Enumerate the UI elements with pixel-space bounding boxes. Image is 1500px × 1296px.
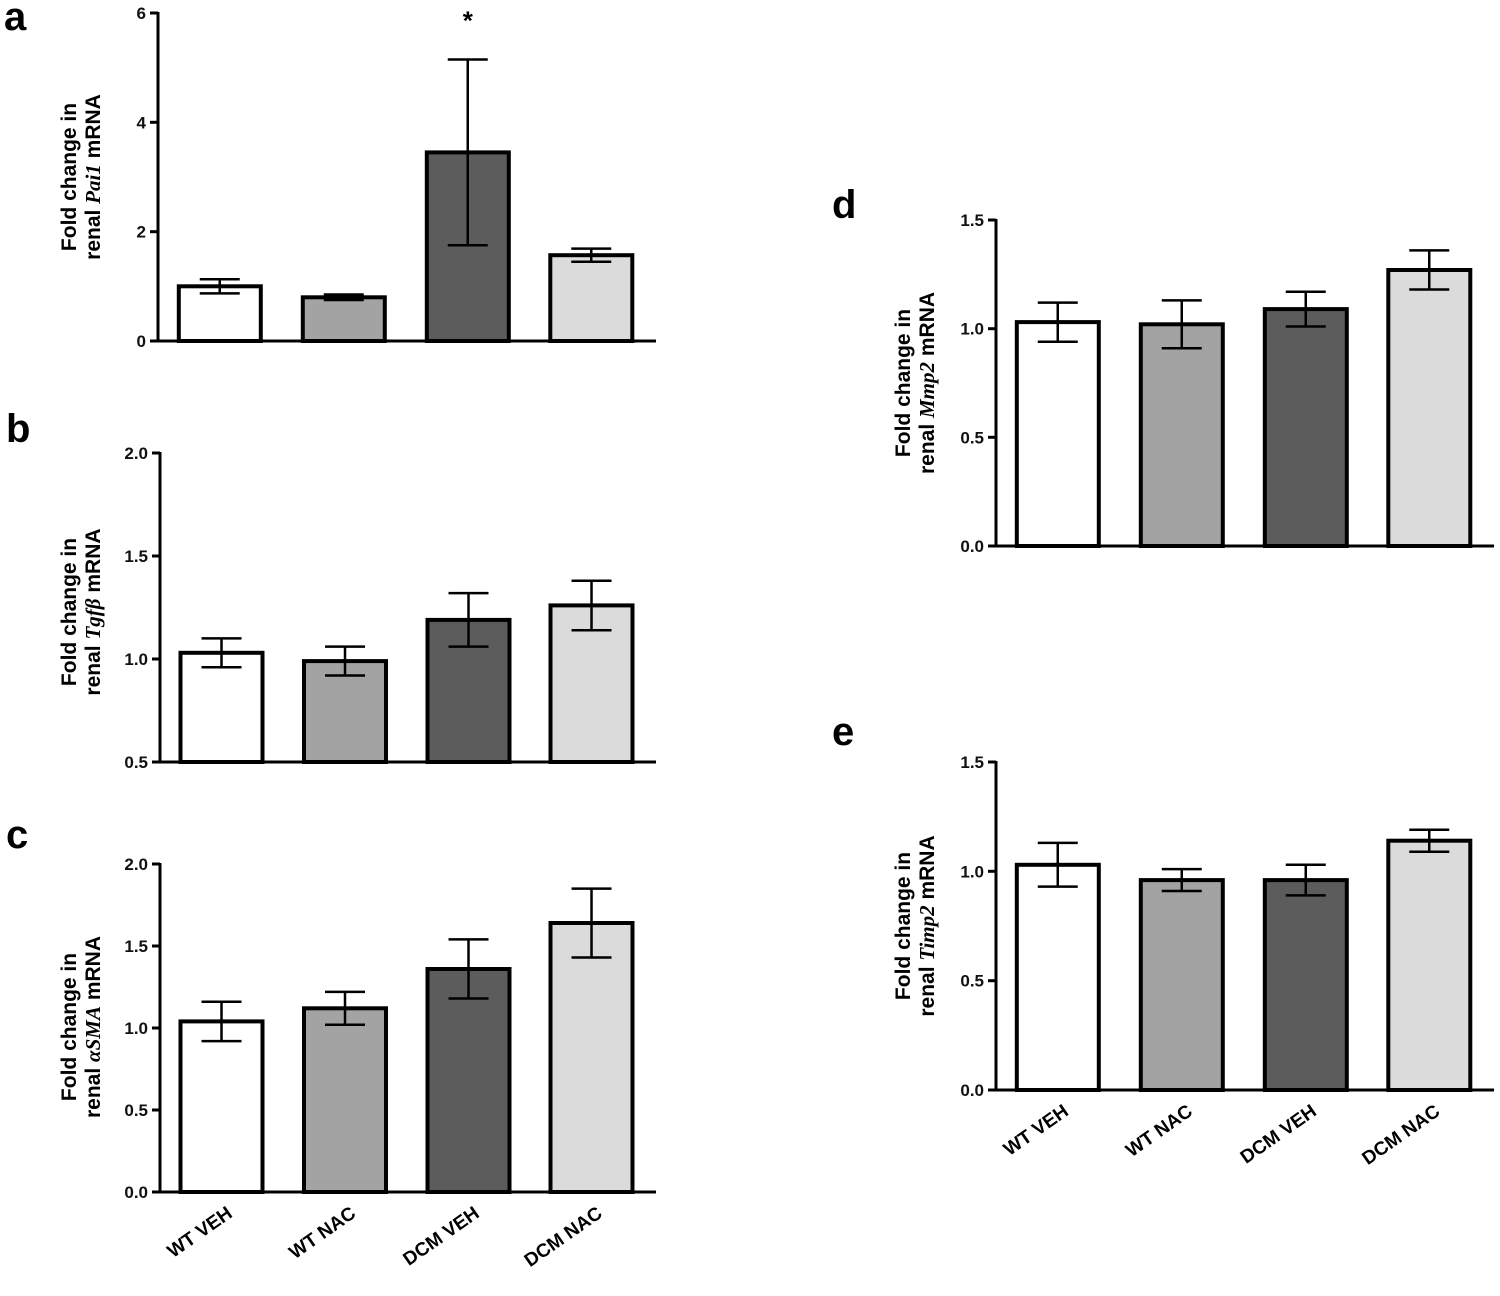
y-axis-label-line2: renal Mmp2 mRNA <box>915 292 939 474</box>
y-axis-label-gene: αSMA <box>81 1006 105 1062</box>
y-axis-label-gene: Pai1 <box>81 164 105 205</box>
panel-letter: d <box>832 183 856 227</box>
y-axis-label-line2: renal αSMA mRNA <box>81 936 105 1118</box>
y-axis-label-suffix: mRNA <box>82 936 105 1006</box>
x-tick-label-0: WT VEH <box>164 1203 237 1263</box>
y-axis-label-line1: Fold change in <box>892 852 915 1000</box>
y-axis-label-gene: Tgfβ <box>81 598 105 639</box>
y-axis-label: Fold change inrenal Tgfβ mRNA <box>58 528 105 695</box>
y-axis-label-suffix: mRNA <box>916 292 939 362</box>
chart-panel-b: b Fold change inrenal Tgfβ mRNA 0.5 1.0 1.5 2… <box>6 407 656 772</box>
bar-2 <box>425 967 512 1194</box>
y-tick-label: 0.5 <box>960 428 984 447</box>
y-axis-label-line1: Fold change in <box>58 103 81 251</box>
bar-1 <box>1138 878 1225 1092</box>
x-tick-label-2: DCM VEH <box>400 1203 484 1270</box>
chart-panel-e: e Fold change inrenal Timp2 mRNA 0.0 0.5 1.0… <box>832 710 1494 1170</box>
bar-3 <box>1386 838 1473 1093</box>
bar-0 <box>1014 862 1101 1092</box>
bar-3 <box>548 603 635 765</box>
bar-0 <box>178 1019 265 1195</box>
y-tick-label: 1.0 <box>124 650 148 669</box>
y-axis-label: Fold change inrenal Mmp2 mRNA <box>892 292 939 474</box>
y-tick-label: 2 <box>137 223 146 242</box>
bar-3 <box>1386 268 1473 548</box>
bar-2 <box>1262 307 1349 548</box>
x-tick-label-0: WT VEH <box>1000 1101 1073 1161</box>
y-axis-label-line1: Fold change in <box>58 538 81 686</box>
x-tick-label-3: DCM NAC <box>521 1203 607 1272</box>
y-tick-label: 1.5 <box>960 211 984 230</box>
y-tick-label: 0.5 <box>124 753 148 772</box>
bar-2 <box>1262 878 1349 1092</box>
y-tick-label: 0.5 <box>124 1101 148 1120</box>
y-tick-label: 0.0 <box>960 1081 984 1100</box>
y-axis-label-line2: renal Timp2 mRNA <box>915 835 939 1016</box>
y-axis-label: Fold change inrenal Pai1 mRNA <box>58 94 105 260</box>
y-tick-label: 1.5 <box>124 547 148 566</box>
y-axis-label-line2: renal Pai1 mRNA <box>81 94 105 260</box>
y-axis-label-prefix: renal <box>82 204 105 260</box>
y-tick-label: 2.0 <box>124 444 148 463</box>
x-tick-label-1: WT NAC <box>286 1203 361 1264</box>
x-tick-label-1: WT NAC <box>1122 1101 1197 1162</box>
y-axis-label-prefix: renal <box>916 418 939 474</box>
bar-3 <box>548 921 635 1194</box>
bar-0 <box>1014 320 1101 548</box>
y-tick-label: 0.0 <box>960 537 984 556</box>
y-axis-label-suffix: mRNA <box>82 528 105 598</box>
y-tick-label: 0 <box>137 332 146 351</box>
y-axis-label-gene: Mmp2 <box>915 361 939 419</box>
y-tick-label: 2.0 <box>124 855 148 874</box>
y-tick-label: 1.0 <box>960 862 984 881</box>
y-axis-label-suffix: mRNA <box>916 835 939 905</box>
panel-letter: c <box>6 813 28 857</box>
bar-0 <box>178 650 265 764</box>
bar-1 <box>1138 322 1225 548</box>
panel-letter: e <box>832 710 854 754</box>
y-axis-label: Fold change inrenal αSMA mRNA <box>58 936 105 1118</box>
y-axis-label-prefix: renal <box>82 1062 105 1118</box>
panel-letter: b <box>6 407 30 451</box>
y-tick-label: 1.0 <box>960 320 984 339</box>
chart-panel-a: a Fold change inrenal Pai1 mRNA 0 2 4 6 * <box>4 0 656 351</box>
chart-panel-d: d Fold change inrenal Mmp2 mRNA 0.0 0.5 1.0 1… <box>832 183 1494 556</box>
bar-3 <box>548 253 635 343</box>
panel-letter: a <box>4 0 27 39</box>
y-axis-label-prefix: renal <box>916 961 939 1017</box>
y-axis-label-prefix: renal <box>82 640 105 696</box>
y-tick-label: 0.5 <box>960 972 984 991</box>
bar-1 <box>300 295 387 343</box>
y-axis-label-suffix: mRNA <box>82 94 105 164</box>
y-tick-label: 6 <box>137 4 146 23</box>
y-tick-label: 1.0 <box>124 1019 148 1038</box>
chart-panel-c: c Fold change inrenal αSMA mRNA 0.0 0.5 1.0 1… <box>6 813 656 1272</box>
y-axis-label: Fold change inrenal Timp2 mRNA <box>892 835 939 1016</box>
significance-marker: * <box>463 6 474 36</box>
y-axis-label-line2: renal Tgfβ mRNA <box>81 528 105 695</box>
x-tick-label-2: DCM VEH <box>1237 1101 1321 1168</box>
bar-1 <box>302 1006 388 1194</box>
y-tick-label: 1.5 <box>960 753 984 772</box>
y-axis-label-gene: Timp2 <box>915 905 939 961</box>
y-tick-label: 4 <box>137 113 147 132</box>
y-tick-label: 0.0 <box>124 1183 148 1202</box>
y-tick-label: 1.5 <box>124 937 148 956</box>
x-tick-label-3: DCM NAC <box>1359 1101 1445 1170</box>
y-axis-label-line1: Fold change in <box>892 309 915 457</box>
y-axis-label-line1: Fold change in <box>58 953 81 1101</box>
